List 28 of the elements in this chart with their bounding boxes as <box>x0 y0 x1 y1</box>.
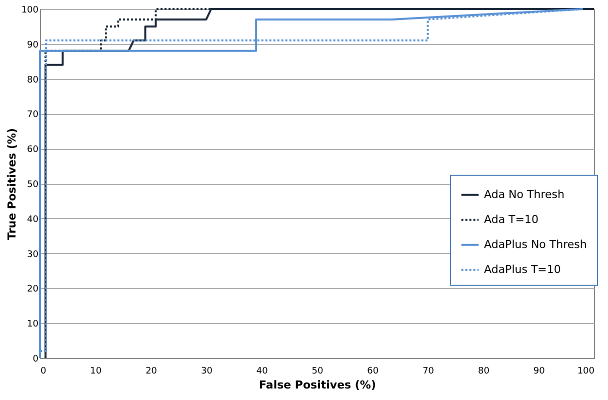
legend-label: Ada T=10 <box>484 212 538 226</box>
x-tick-label: 10 <box>90 366 102 376</box>
x-tick-label: 0 <box>40 366 46 376</box>
x-tick-label: 20 <box>146 366 158 376</box>
legend-label: Ada No Thresh <box>484 188 564 201</box>
y-tick-label: 30 <box>27 250 39 260</box>
legend-label: AdaPlus No Thresh <box>484 238 587 251</box>
x-axis-title: False Positives (%) <box>259 378 376 392</box>
y-tick-label: 90 <box>27 40 39 50</box>
y-tick-label: 20 <box>27 284 39 295</box>
y-axis-title: True Positives (%) <box>5 128 18 240</box>
x-tick-label: 80 <box>478 366 490 376</box>
x-tick-label: 50 <box>312 366 324 376</box>
y-tick-label: 50 <box>27 180 39 190</box>
x-tick-label: 60 <box>367 366 379 376</box>
y-tick-label: 60 <box>27 145 39 156</box>
y-tick-label: 70 <box>27 110 39 120</box>
legend-label: AdaPlus T=10 <box>484 262 561 276</box>
x-tick-label: 30 <box>200 366 213 376</box>
y-tick-label: 10 <box>27 320 39 330</box>
x-tick-label: 90 <box>533 366 546 376</box>
y-tick-label: 80 <box>27 75 39 86</box>
x-tick-label: 70 <box>422 366 434 376</box>
x-tick-label: 100 <box>577 366 595 376</box>
y-tick-label: 0 <box>32 354 39 364</box>
y-tick-label: 100 <box>21 6 39 16</box>
x-tick-label: 40 <box>256 366 268 376</box>
y-tick-label: 40 <box>27 214 39 225</box>
